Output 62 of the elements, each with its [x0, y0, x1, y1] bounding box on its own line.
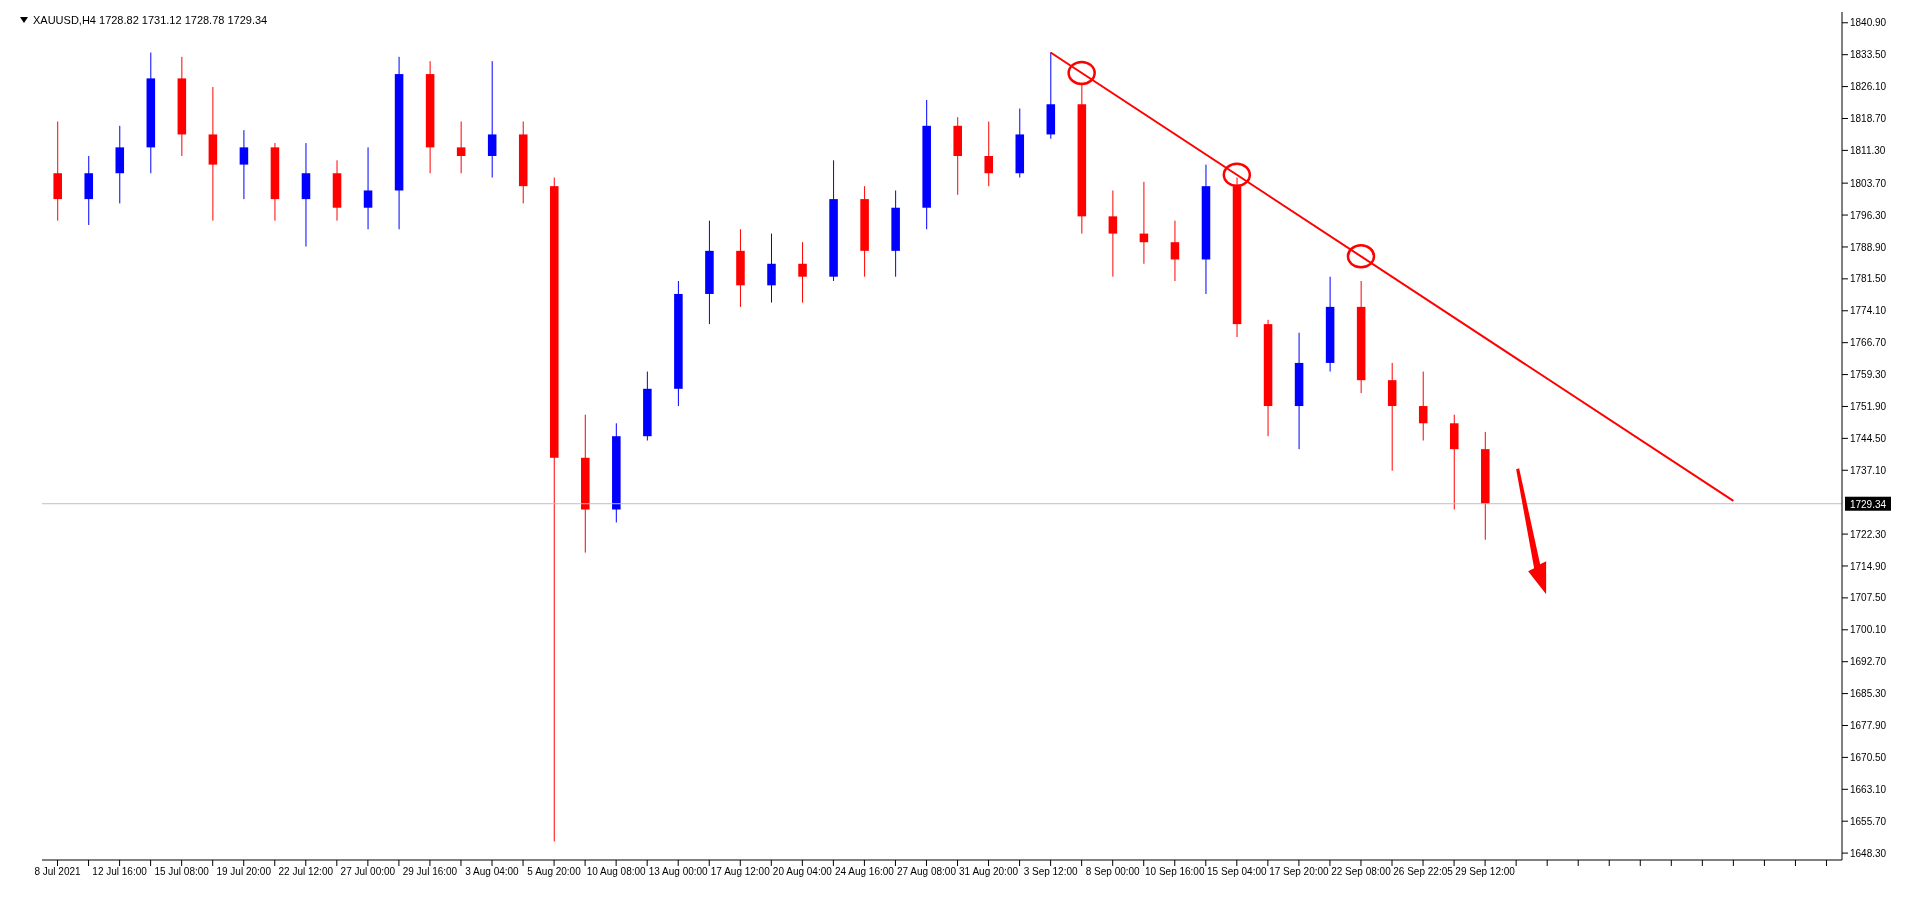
x-tick-label: 8 Jul 2021 [34, 866, 82, 878]
candlestick [487, 60, 497, 179]
candlestick [984, 121, 994, 187]
y-tick-label: 1707.50 [1850, 592, 1887, 604]
x-tick-label: 20 Aug 04:00 [772, 866, 833, 878]
y-tick-label: 1833.50 [1850, 49, 1887, 61]
x-tick-label: 17 Sep 20:00 [1269, 866, 1330, 878]
x-tick-label: 22 Sep 08:00 [1331, 866, 1392, 878]
x-tick-label: 29 Jul 16:00 [402, 866, 458, 878]
x-tick-label: 15 Jul 08:00 [154, 866, 210, 878]
y-tick-label: 1818.70 [1850, 113, 1887, 125]
chart-title: XAUUSD,H4 1728.82 1731.12 1728.78 1729.34 [33, 14, 268, 26]
y-tick-label: 1826.10 [1850, 81, 1887, 93]
y-tick-label: 1737.10 [1850, 464, 1887, 476]
x-tick-label: 12 Jul 16:00 [92, 866, 148, 878]
x-tick-label: 5 Aug 20:00 [527, 866, 582, 878]
x-tick-label: 10 Sep 16:00 [1145, 866, 1205, 878]
y-tick-label: 1714.90 [1850, 560, 1887, 572]
x-tick-label: 15 Sep 04:00 [1207, 866, 1268, 878]
y-tick-label: 1692.70 [1850, 656, 1887, 668]
x-tick-label: 27 Jul 00:00 [340, 866, 396, 878]
x-tick-label: 19 Jul 20:00 [216, 866, 272, 878]
x-tick-label: 13 Aug 00:00 [648, 866, 709, 878]
y-tick-label: 1811.30 [1850, 144, 1886, 156]
x-tick-label: 29 Sep 12:00 [1455, 866, 1516, 878]
x-tick-label: 17 Aug 12:00 [710, 866, 771, 878]
y-tick-label: 1796.30 [1850, 209, 1887, 221]
x-tick-label: 22 Jul 12:00 [278, 866, 334, 878]
x-tick-label: 10 Aug 08:00 [586, 866, 647, 878]
x-tick-label: 26 Sep 22:05 [1393, 866, 1454, 878]
candlestick [456, 121, 466, 174]
y-tick-label: 1700.10 [1850, 624, 1887, 636]
candlestick [1418, 371, 1428, 442]
y-tick-label: 1751.90 [1850, 401, 1887, 413]
y-tick-label: 1766.70 [1850, 337, 1887, 349]
candlestick [767, 233, 776, 304]
candlestick [1170, 220, 1180, 282]
x-tick-label: 31 Aug 20:00 [959, 866, 1019, 878]
candlestick [363, 146, 373, 230]
candlestick [1108, 189, 1118, 278]
y-tick-label: 1788.90 [1850, 241, 1887, 253]
y-tick-label: 1663.10 [1850, 783, 1887, 795]
y-tick-label: 1803.70 [1850, 177, 1887, 189]
y-tick-label: 1774.10 [1850, 305, 1887, 317]
ref-line-label: 1729.34 [1849, 498, 1887, 510]
y-tick-label: 1677.90 [1850, 720, 1887, 732]
x-tick-label: 3 Sep 12:00 [1023, 866, 1079, 878]
candlestick [239, 129, 249, 200]
y-tick-label: 1781.50 [1850, 273, 1887, 285]
y-tick-label: 1685.30 [1850, 688, 1887, 700]
candlestick [798, 241, 807, 304]
y-tick-label: 1670.50 [1850, 751, 1887, 763]
y-tick-label: 1759.30 [1850, 369, 1887, 381]
y-tick-label: 1722.30 [1850, 528, 1887, 540]
x-tick-label: 24 Aug 16:00 [834, 866, 895, 878]
x-tick-label: 27 Aug 08:00 [897, 866, 957, 878]
y-tick-label: 1840.90 [1850, 17, 1887, 29]
y-tick-label: 1744.50 [1850, 432, 1887, 444]
y-tick-label: 1648.30 [1850, 847, 1887, 859]
y-tick-label: 1655.70 [1850, 815, 1887, 827]
x-tick-label: 8 Sep 00:00 [1085, 866, 1141, 878]
x-tick-label: 3 Aug 04:00 [465, 866, 520, 878]
